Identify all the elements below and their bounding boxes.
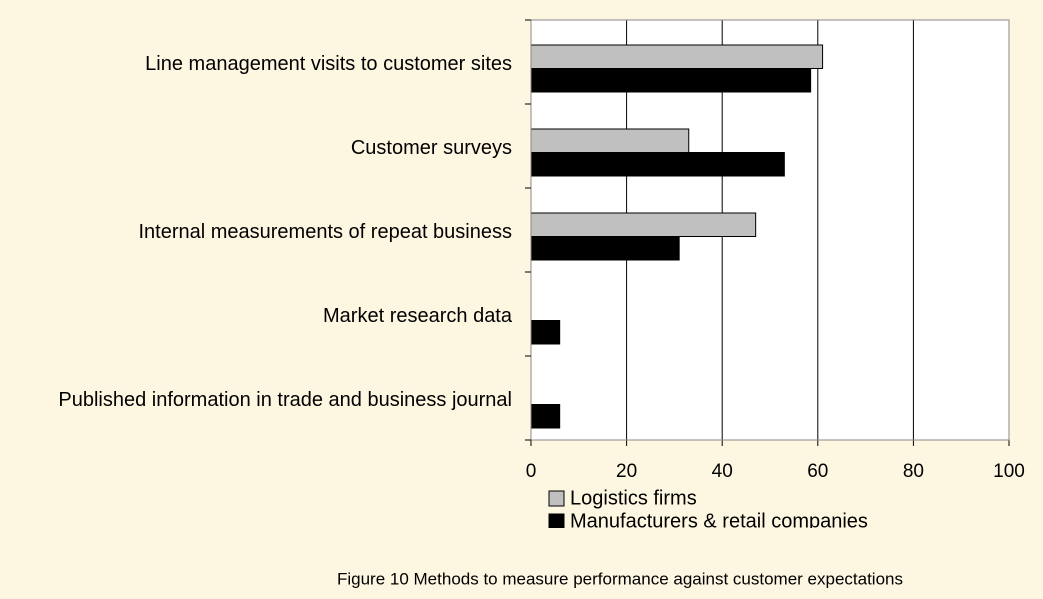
bar — [530, 320, 561, 345]
y-tick-label: Line management visits to customer sites — [145, 52, 512, 75]
x-tick-label: 100 — [993, 461, 1025, 482]
bar — [530, 152, 785, 177]
bar — [530, 236, 680, 261]
y-tick-label: Internal measurements of repeat business — [138, 220, 512, 243]
x-tick-label: 80 — [903, 461, 924, 482]
bar — [530, 404, 561, 429]
bar — [530, 44, 824, 69]
y-tick-label: Market research data — [323, 304, 512, 327]
bar — [530, 212, 757, 237]
y-tick-label: Customer surveys — [350, 136, 512, 159]
x-tick-label: 60 — [807, 461, 828, 482]
legend-swatch — [548, 490, 565, 507]
x-tick-label: 20 — [616, 461, 637, 482]
bar — [530, 68, 812, 93]
plot-border — [530, 19, 1010, 441]
bar — [530, 128, 690, 153]
legend-label: Manufacturers & retail companies — [570, 510, 868, 532]
caption: Figure 10 Methods to measure performance… — [337, 569, 903, 588]
x-tick-label: 0 — [526, 461, 537, 482]
legend-label: Logistics firms — [570, 487, 697, 509]
legend-swatch — [548, 513, 565, 528]
y-tick-label: Published information in trade and busin… — [58, 388, 512, 411]
x-tick-label: 40 — [712, 461, 733, 482]
